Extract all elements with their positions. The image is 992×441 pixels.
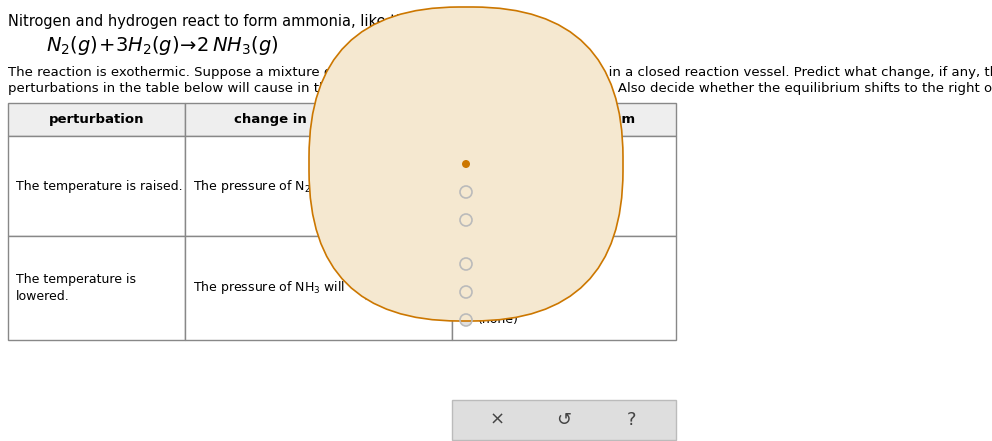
Bar xyxy=(8,136,185,236)
Text: (none): (none) xyxy=(478,213,519,227)
Bar xyxy=(365,277,433,299)
Text: perturbations in the table below will cause in the composition of the mixture in: perturbations in the table below will ca… xyxy=(8,82,992,95)
Text: to the left: to the left xyxy=(478,285,540,299)
Text: ?: ? xyxy=(371,281,378,295)
Circle shape xyxy=(462,160,470,168)
Text: The temperature is raised.: The temperature is raised. xyxy=(16,179,183,193)
Text: ▾: ▾ xyxy=(423,283,428,293)
Bar xyxy=(452,236,676,340)
Circle shape xyxy=(460,187,471,198)
Text: The reaction is exothermic. Suppose a mixture of N₂, H₂ and NH₃ has come to equi: The reaction is exothermic. Suppose a mi… xyxy=(8,66,992,79)
Text: to the right: to the right xyxy=(478,157,549,171)
Text: Nitrogen and hydrogen react to form ammonia, like this:: Nitrogen and hydrogen react to form ammo… xyxy=(8,14,423,29)
FancyBboxPatch shape xyxy=(309,7,623,321)
Text: $\mathit{N_2(g)\!+\!3H_2(g)\!\rightarrow\! 2\,NH_3(g)}$: $\mathit{N_2(g)\!+\!3H_2(g)\!\rightarrow… xyxy=(46,34,279,57)
Text: ↺: ↺ xyxy=(557,411,571,429)
Text: ?: ? xyxy=(627,411,636,429)
Text: to the right: to the right xyxy=(478,258,549,270)
Bar xyxy=(8,236,185,340)
Text: ▾: ▾ xyxy=(418,181,423,191)
Bar xyxy=(185,236,452,340)
Bar xyxy=(185,136,452,236)
Text: The temperature is: The temperature is xyxy=(16,273,136,287)
Bar xyxy=(8,103,185,136)
Text: perturbation: perturbation xyxy=(49,113,144,126)
Text: The pressure of $\mathrm{NH_3}$ will: The pressure of $\mathrm{NH_3}$ will xyxy=(193,280,345,296)
Bar xyxy=(452,136,676,236)
Circle shape xyxy=(460,258,471,269)
Text: (none): (none) xyxy=(478,314,519,326)
Bar xyxy=(452,400,676,440)
Bar xyxy=(452,103,676,136)
Bar xyxy=(185,103,452,136)
Text: to the left: to the left xyxy=(478,186,540,198)
Circle shape xyxy=(460,287,471,298)
Text: The pressure of $\mathrm{N_2}$ will: The pressure of $\mathrm{N_2}$ will xyxy=(193,177,335,194)
Text: ×: × xyxy=(489,411,504,429)
Text: lowered.: lowered. xyxy=(16,289,69,303)
Text: change in composition: change in composition xyxy=(234,113,403,126)
Bar xyxy=(360,175,428,197)
Text: ?: ? xyxy=(366,179,373,193)
Circle shape xyxy=(460,314,471,325)
Text: shift in equilibrium: shift in equilibrium xyxy=(492,113,636,126)
Circle shape xyxy=(460,214,471,225)
